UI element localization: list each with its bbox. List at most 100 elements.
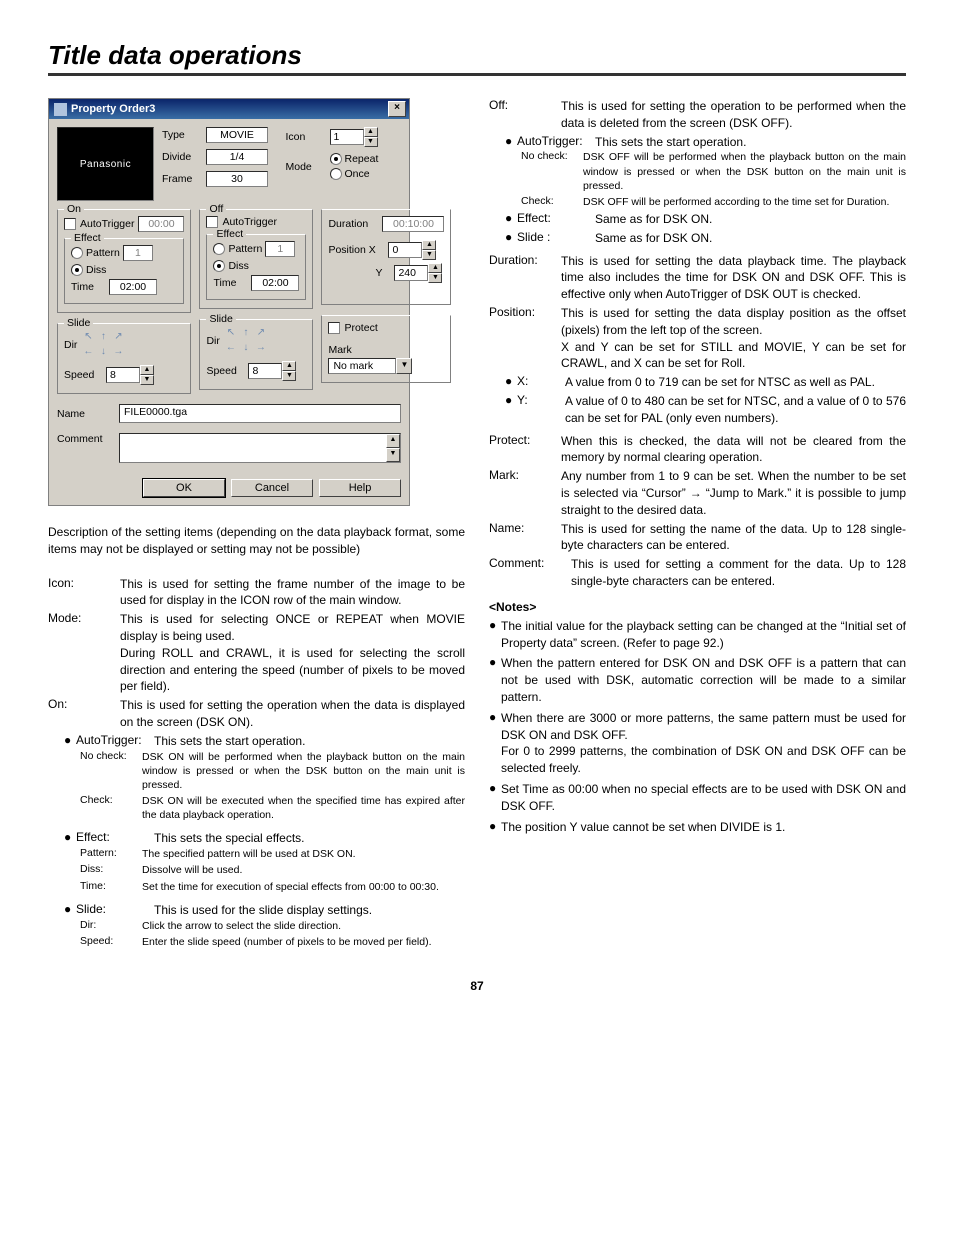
mark-value[interactable]: No mark bbox=[328, 358, 396, 374]
icon-spinner[interactable]: 1▲▼ bbox=[330, 127, 378, 147]
posy-spinner[interactable]: 240▲▼ bbox=[394, 263, 442, 283]
app-icon bbox=[54, 103, 67, 116]
posy-desc: A value of 0 to 480 can be set for NTSC,… bbox=[565, 393, 906, 427]
mark-combo[interactable]: No mark▼ bbox=[328, 358, 444, 374]
on-sl-dir-term: Dir: bbox=[80, 919, 142, 933]
protect-check[interactable]: Protect bbox=[328, 322, 444, 334]
duration-value[interactable]: 00:10:00 bbox=[382, 216, 444, 232]
off-at-check-body: DSK OFF will be performed according to t… bbox=[583, 195, 906, 209]
on-pattern-value: 1 bbox=[123, 245, 153, 261]
off-at-desc: This sets the start operation. bbox=[595, 134, 906, 151]
on-time-value[interactable]: 02:00 bbox=[109, 279, 157, 295]
on-at-label: AutoTrigger: bbox=[76, 733, 154, 750]
protect-term: Protect: bbox=[489, 433, 561, 467]
off-speed-spinner[interactable]: 8▲▼ bbox=[248, 361, 296, 381]
off-pattern-label: Pattern bbox=[228, 243, 262, 255]
mode-label: Mode bbox=[286, 161, 324, 173]
off-at-label: AutoTrigger: bbox=[517, 134, 595, 151]
spin-down-icon[interactable]: ▼ bbox=[422, 250, 436, 260]
chevron-down-icon[interactable]: ▼ bbox=[396, 358, 412, 374]
icon-value[interactable]: 1 bbox=[330, 129, 364, 145]
off-autotrigger-check[interactable]: AutoTrigger bbox=[206, 216, 306, 228]
spin-down-icon[interactable]: ▼ bbox=[428, 273, 442, 283]
type-label: Type bbox=[162, 129, 200, 141]
spin-up-icon[interactable]: ▲ bbox=[364, 127, 378, 137]
off-dir-arrows[interactable]: ↖↑↗←↓→ bbox=[224, 326, 268, 355]
on-sl-speed-term: Speed: bbox=[80, 935, 142, 949]
on-speed-spinner[interactable]: 8▲▼ bbox=[106, 365, 154, 385]
off-dir-label: Dir bbox=[206, 335, 219, 347]
cancel-button[interactable]: Cancel bbox=[231, 479, 313, 497]
posy-label: Y bbox=[328, 267, 388, 279]
spin-down-icon[interactable]: ▼ bbox=[282, 371, 296, 381]
mode-repeat-label: Repeat bbox=[345, 153, 379, 165]
posx-spinner[interactable]: 0▲▼ bbox=[388, 240, 436, 260]
mark-label: Mark bbox=[328, 344, 444, 356]
off-diss-radio[interactable]: Diss bbox=[213, 260, 299, 272]
mode-once-radio[interactable]: Once bbox=[330, 168, 379, 180]
off-pattern-value: 1 bbox=[265, 241, 295, 257]
mode-repeat-radio[interactable]: Repeat bbox=[330, 153, 379, 165]
note-5: The position Y value cannot be set when … bbox=[501, 819, 906, 836]
mode-desc1: This is used for selecting ONCE or REPEA… bbox=[120, 612, 465, 643]
icon-term: Icon: bbox=[48, 576, 120, 610]
on-time-label: Time bbox=[71, 281, 103, 293]
on-ef-pattern-body: The specified pattern will be used at DS… bbox=[142, 847, 465, 861]
on-autotrigger-check[interactable]: AutoTrigger 00:00 bbox=[64, 216, 184, 232]
divide-label: Divide bbox=[162, 151, 200, 163]
comment-field[interactable]: ▲▼ bbox=[119, 433, 401, 463]
icon-desc: This is used for setting the frame numbe… bbox=[120, 576, 465, 610]
spin-up-icon[interactable]: ▲ bbox=[422, 240, 436, 250]
on-speed-label: Speed bbox=[64, 369, 100, 381]
on-pattern-radio[interactable]: Pattern 1 bbox=[71, 245, 177, 261]
mode-once-label: Once bbox=[345, 168, 370, 180]
off-term: Off: bbox=[489, 98, 561, 132]
spin-down-icon[interactable]: ▼ bbox=[140, 375, 154, 385]
off-ef-label: Effect: bbox=[517, 211, 595, 228]
duration-desc: This is used for setting the data playba… bbox=[561, 253, 906, 303]
posy-value[interactable]: 240 bbox=[394, 265, 428, 281]
posx-label: Position X bbox=[328, 244, 382, 256]
on-ef-time-body: Set the time for execution of special ef… bbox=[142, 880, 465, 894]
note-1: The initial value for the playback setti… bbox=[501, 618, 906, 652]
spin-up-icon[interactable]: ▲ bbox=[428, 263, 442, 273]
duration-group: Duration00:10:00 Position X 0▲▼ Y 240▲▼ bbox=[321, 209, 451, 305]
off-pattern-radio[interactable]: Pattern 1 bbox=[213, 241, 299, 257]
on-desc: This is used for setting the operation w… bbox=[120, 697, 465, 731]
on-at-check-body: DSK ON will be executed when the specifi… bbox=[142, 794, 465, 822]
help-button[interactable]: Help bbox=[319, 479, 401, 497]
on-term: On: bbox=[48, 697, 120, 731]
spin-up-icon[interactable]: ▲ bbox=[282, 361, 296, 371]
posx-desc: A value from 0 to 719 can be set for NTS… bbox=[565, 374, 906, 391]
on-legend: On bbox=[64, 203, 84, 215]
scroll-down-icon[interactable]: ▼ bbox=[386, 448, 400, 462]
off-speed-value[interactable]: 8 bbox=[248, 363, 282, 379]
on-dir-arrows[interactable]: ↖↑↗←↓→ bbox=[81, 330, 125, 359]
duration-term: Duration: bbox=[489, 253, 561, 303]
spin-down-icon[interactable]: ▼ bbox=[364, 137, 378, 147]
icon-label: Icon bbox=[286, 131, 324, 143]
notes-heading: <Notes> bbox=[489, 600, 906, 614]
dialog-title: Property Order3 bbox=[71, 103, 155, 115]
name-field[interactable]: FILE0000.tga bbox=[119, 404, 401, 423]
on-speed-value[interactable]: 8 bbox=[106, 367, 140, 383]
close-icon[interactable]: × bbox=[388, 101, 406, 117]
off-time-value[interactable]: 02:00 bbox=[251, 275, 299, 291]
spin-up-icon[interactable]: ▲ bbox=[140, 365, 154, 375]
on-diss-label: Diss bbox=[86, 264, 106, 276]
on-diss-radio[interactable]: Diss bbox=[71, 264, 177, 276]
frame-value: 30 bbox=[206, 171, 268, 187]
note-3b: For 0 to 2999 patterns, the combination … bbox=[501, 744, 906, 775]
ok-button[interactable]: OK bbox=[143, 479, 225, 497]
protect-label: Protect bbox=[344, 322, 377, 334]
off-legend: Off bbox=[206, 203, 226, 215]
on-dir-label: Dir bbox=[64, 339, 77, 351]
posx-value[interactable]: 0 bbox=[388, 242, 422, 258]
position-desc2: X and Y can be set for STILL and MOVIE, … bbox=[561, 340, 906, 371]
posx-lbl: X: bbox=[517, 374, 565, 391]
comment-desc: This is used for setting a comment for t… bbox=[571, 556, 906, 590]
name-desc: This is used for setting the name of the… bbox=[561, 521, 906, 555]
on-ef-diss-term: Diss: bbox=[80, 863, 142, 877]
intro-text: Description of the setting items (depend… bbox=[48, 524, 465, 558]
scroll-up-icon[interactable]: ▲ bbox=[386, 434, 400, 448]
